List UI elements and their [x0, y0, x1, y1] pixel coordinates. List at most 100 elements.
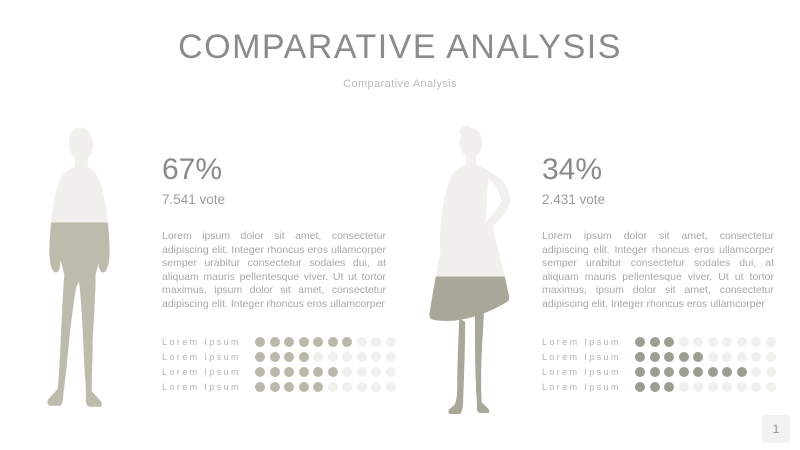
rating-dot — [722, 382, 732, 393]
slide-title: COMPARATIVE ANALYSIS — [178, 28, 622, 66]
rating-dot — [649, 382, 660, 393]
rating-list: Lorem Ipsum Lorem Ipsum Lorem Ipsum Lorem I… — [542, 337, 776, 393]
rating-dot — [269, 367, 280, 378]
rating-dot — [385, 367, 396, 378]
rating-dot — [313, 337, 323, 348]
rating-dot — [707, 352, 718, 363]
rating-dot — [693, 352, 703, 363]
rating-label: Lorem Ipsum — [162, 382, 241, 393]
rating-dot — [342, 367, 352, 378]
vote-count: 2.431 vote — [542, 192, 606, 207]
rating-row: Lorem Ipsum — [162, 367, 396, 378]
rating-row: Lorem Ipsum — [162, 352, 396, 363]
rating-label: Lorem Ipsum — [162, 352, 241, 363]
rating-dot — [649, 337, 660, 348]
rating-dot — [664, 382, 674, 393]
rating-dot — [765, 367, 776, 378]
rating-dot — [765, 337, 776, 348]
rating-dot — [664, 367, 674, 378]
rating-dot — [722, 337, 732, 348]
rating-dot — [269, 382, 280, 393]
rating-dot — [313, 352, 323, 363]
description-text: Lorem ipsum dolor sit amet, consectetur … — [162, 230, 386, 310]
rating-dot — [765, 352, 776, 363]
rating-dot — [327, 337, 338, 348]
rating-dot — [678, 367, 689, 378]
rating-dots — [255, 382, 396, 393]
rating-dot — [298, 382, 309, 393]
rating-dot — [751, 367, 761, 378]
rating-row: Lorem Ipsum — [542, 352, 776, 363]
rating-dot — [356, 352, 367, 363]
rating-dot — [664, 337, 674, 348]
percent-value: 34% — [542, 153, 603, 186]
rating-dot — [678, 382, 689, 393]
rating-dot — [736, 382, 747, 393]
rating-label: Lorem Ipsum — [162, 367, 241, 378]
rating-dot — [284, 382, 294, 393]
rating-dot — [385, 382, 396, 393]
rating-dot — [284, 337, 294, 348]
rating-dot — [707, 337, 718, 348]
rating-dot — [356, 367, 367, 378]
rating-dot — [678, 337, 689, 348]
rating-dot — [722, 352, 732, 363]
rating-dot — [327, 352, 338, 363]
rating-dot — [371, 382, 381, 393]
panel-right: 34% 2.431 vote Lorem ipsum dolor sit ame… — [542, 152, 776, 397]
rating-dot — [371, 367, 381, 378]
rating-dot — [635, 367, 645, 378]
rating-label: Lorem Ipsum — [542, 352, 621, 363]
slide-subtitle: Comparative Analysis — [343, 78, 457, 90]
rating-dot — [327, 382, 338, 393]
rating-dot — [371, 337, 381, 348]
rating-dot — [284, 367, 294, 378]
rating-row: Lorem Ipsum — [162, 382, 396, 393]
rating-dot — [298, 367, 309, 378]
rating-dot — [751, 337, 761, 348]
rating-dot — [313, 367, 323, 378]
rating-row: Lorem Ipsum — [542, 367, 776, 378]
rating-dot — [342, 337, 352, 348]
rating-dot — [649, 367, 660, 378]
rating-dot — [255, 337, 265, 348]
rating-dot — [255, 367, 265, 378]
rating-dot — [707, 382, 718, 393]
vote-count: 7.541 vote — [162, 192, 226, 207]
rating-dot — [635, 382, 645, 393]
rating-dot — [736, 337, 747, 348]
rating-dots — [635, 352, 776, 363]
rating-dot — [327, 367, 338, 378]
rating-dot — [678, 352, 689, 363]
rating-dot — [693, 337, 703, 348]
rating-dot — [342, 352, 352, 363]
rating-dot — [693, 367, 703, 378]
rating-dots — [635, 382, 776, 393]
rating-dots — [255, 337, 396, 348]
rating-dot — [255, 352, 265, 363]
rating-dot — [385, 352, 396, 363]
rating-dot — [269, 337, 280, 348]
rating-dot — [765, 382, 776, 393]
rating-dot — [298, 352, 309, 363]
rating-dots — [255, 367, 396, 378]
rating-dots — [255, 352, 396, 363]
rating-label: Lorem Ipsum — [542, 367, 621, 378]
rating-dot — [751, 382, 761, 393]
rating-row: Lorem Ipsum — [542, 382, 776, 393]
woman-silhouette-icon — [429, 125, 510, 415]
rating-dot — [356, 337, 367, 348]
rating-dot — [313, 382, 323, 393]
rating-label: Lorem Ipsum — [542, 382, 621, 393]
rating-row: Lorem Ipsum — [162, 337, 396, 348]
rating-row: Lorem Ipsum — [542, 337, 776, 348]
rating-dot — [298, 337, 309, 348]
rating-dot — [693, 382, 703, 393]
rating-dot — [722, 367, 732, 378]
rating-dot — [635, 352, 645, 363]
rating-dot — [284, 352, 294, 363]
rating-label: Lorem Ipsum — [542, 337, 621, 348]
rating-dots — [635, 367, 776, 378]
rating-dot — [371, 352, 381, 363]
